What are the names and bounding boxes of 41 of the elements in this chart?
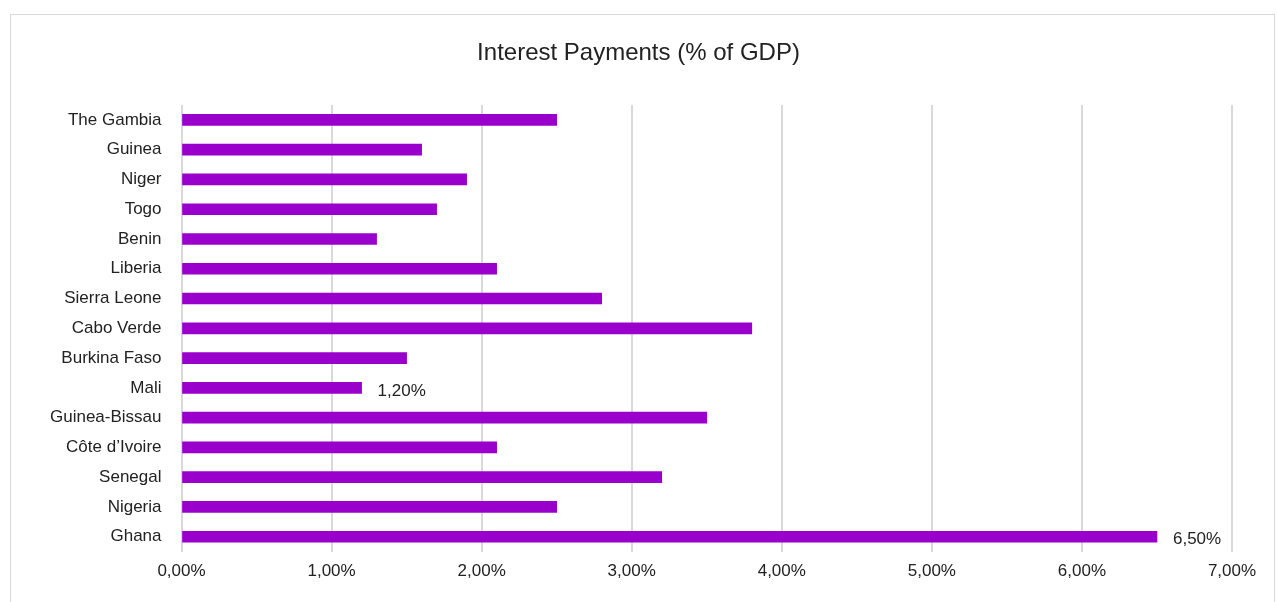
y-tick-label: Sierra Leone: [64, 288, 162, 308]
y-tick-label: Benin: [118, 228, 162, 248]
x-tick-label: 6,00%: [1057, 561, 1107, 581]
y-tick-label: Senegal: [99, 466, 162, 486]
y-tick-label: Cabo Verde: [71, 317, 162, 337]
data-label: 1,20%: [377, 380, 426, 400]
bar: [182, 143, 422, 156]
y-tick-label: Côte d’Ivoire: [66, 437, 162, 457]
y-tick-label: Togo: [124, 198, 162, 218]
bar: [182, 173, 467, 186]
bar: [182, 233, 377, 245]
bar: [182, 411, 708, 424]
bar: [182, 382, 362, 394]
y-tick-label: Liberia: [110, 258, 163, 278]
y-tick-label: Ghana: [110, 526, 163, 546]
y-tick-label: Niger: [120, 169, 162, 189]
y-tick-label: The Gambia: [67, 109, 163, 129]
x-tick-label: 5,00%: [907, 561, 956, 581]
bar: [182, 501, 558, 513]
y-tick-label: Guinea-Bissau: [49, 407, 162, 427]
bar: [182, 262, 497, 275]
x-tick-label: 7,00%: [1207, 561, 1257, 581]
y-tick-label: Burkina Faso: [61, 347, 162, 367]
bar: [182, 471, 663, 483]
bar: [182, 530, 1158, 543]
data-label: 6,50%: [1172, 529, 1222, 549]
x-tick-label: 3,00%: [607, 561, 656, 581]
bar: [182, 441, 497, 454]
x-tick-label: 0,00%: [157, 561, 206, 581]
bar: [182, 203, 437, 216]
y-tick-label: Nigeria: [107, 496, 163, 516]
y-tick-label: Mali: [130, 377, 162, 397]
bar: [182, 114, 558, 126]
x-tick-label: 1,00%: [307, 561, 356, 581]
y-tick-label: Guinea: [106, 139, 163, 159]
x-tick-label: 4,00%: [757, 561, 806, 581]
bar: [182, 292, 603, 305]
bar: [182, 352, 407, 364]
x-tick-label: 2,00%: [457, 561, 506, 581]
bar: [182, 322, 753, 335]
chart-title: Interest Payments (% of GDP): [476, 38, 801, 66]
